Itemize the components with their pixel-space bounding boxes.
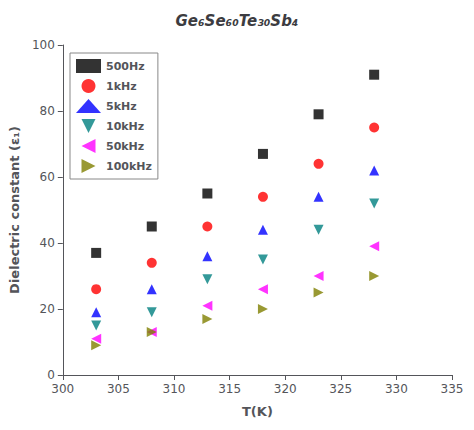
- svg-text:315: 315: [218, 382, 241, 396]
- svg-text:300: 300: [51, 382, 74, 396]
- svg-text:10kHz: 10kHz: [106, 120, 144, 133]
- svg-text:50kHz: 50kHz: [106, 140, 144, 153]
- svg-text:20: 20: [40, 302, 55, 316]
- svg-text:80: 80: [40, 104, 55, 118]
- svg-text:60: 60: [40, 170, 55, 184]
- svg-text:305: 305: [107, 382, 130, 396]
- svg-text:40: 40: [40, 236, 55, 250]
- svg-text:330: 330: [385, 382, 408, 396]
- svg-text:320: 320: [274, 382, 297, 396]
- svg-text:Ge₆Se₆₀Te₃₀Sb₄: Ge₆Se₆₀Te₃₀Sb₄: [176, 12, 299, 30]
- svg-text:1kHz: 1kHz: [106, 80, 137, 93]
- svg-text:100: 100: [32, 38, 55, 52]
- svg-text:500Hz: 500Hz: [106, 60, 145, 73]
- svg-text:100kHz: 100kHz: [106, 160, 152, 173]
- svg-text:T(K): T(K): [242, 404, 273, 419]
- svg-text:Dielectric constant (ε₁): Dielectric constant (ε₁): [7, 126, 22, 294]
- svg-text:310: 310: [163, 382, 186, 396]
- svg-text:5kHz: 5kHz: [106, 100, 137, 113]
- svg-text:325: 325: [329, 382, 352, 396]
- svg-text:335: 335: [441, 382, 464, 396]
- svg-text:0: 0: [47, 368, 55, 382]
